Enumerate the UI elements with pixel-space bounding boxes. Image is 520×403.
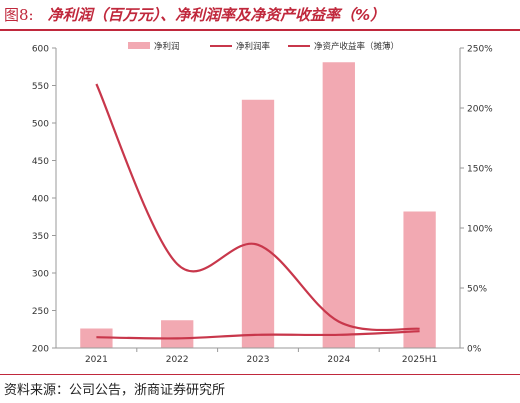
legend-net-profit-label: 净利润 [154,41,180,52]
legend-roe-label: 净资产收益率（摊薄） [314,41,399,52]
bar-net-profit [322,62,355,348]
y-left-tick-label: 500 [32,120,49,130]
y-left-tick-label: 600 [32,45,49,55]
y-right-tick-label: 0% [467,345,482,355]
x-tick-label: 2021 [85,355,108,365]
y-left-tick-label: 550 [32,82,49,92]
source-note: 资料来源：公司公告，浙商证券研究所 [4,383,226,398]
y-right-tick-label: 50% [467,285,487,295]
figure-title: 净利润（百万元）、净利润率及净资产收益率（%） [47,5,386,24]
bar-net-profit [161,320,194,348]
figure-number: 图8: [4,5,34,24]
y-left-tick-label: 200 [32,345,49,355]
bar-net-profit [403,211,436,348]
y-left-tick-label: 350 [32,232,49,242]
y-left-tick-label: 250 [32,307,49,317]
source-divider [0,374,520,375]
bar-net-profit [241,99,275,348]
y-right-tick-label: 250% [467,45,493,55]
x-tick-label: 2022 [166,355,189,365]
y-left-tick-label: 450 [32,157,49,167]
y-left-tick-label: 300 [32,270,49,280]
x-tick-label: 2023 [247,355,270,365]
y-right-tick-label: 100% [467,225,493,235]
y-left-tick-label: 400 [32,195,49,205]
x-tick-label: 2024 [327,355,350,365]
legend-net-profit-swatch [128,42,150,49]
y-right-tick-label: 200% [467,105,493,115]
line-net-margin [95,83,420,332]
figure-title-row: 图8: 净利润（百万元）、净利润率及净资产收益率（%） [4,2,385,26]
legend-net-margin-label: 净利润率 [236,41,271,52]
x-tick-label: 2025H1 [402,355,437,365]
title-divider [0,29,520,31]
line-roe [96,330,420,340]
y-right-tick-label: 150% [467,165,493,175]
